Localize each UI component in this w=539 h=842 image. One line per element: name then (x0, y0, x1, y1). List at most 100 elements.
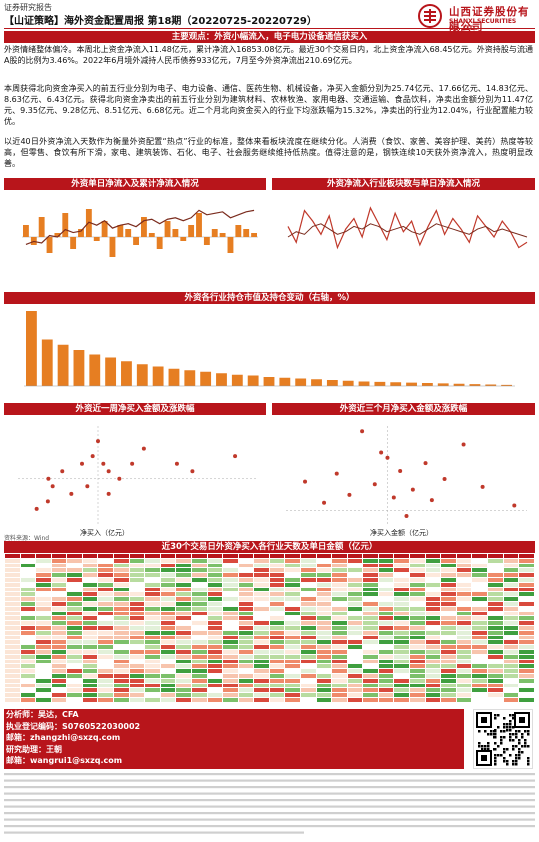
qr-module (515, 736, 518, 739)
quarter-chart-svg (286, 426, 527, 524)
heatmap-cell (471, 696, 488, 703)
flow-chart-title: 外资单日净流入及累计净流入情况 (4, 178, 266, 190)
flow-bar (117, 225, 124, 237)
qr-module (521, 751, 524, 754)
assistant-name: 研究助理：王朝 (6, 744, 62, 754)
heatmap-row (4, 586, 535, 593)
brand-name-en: SHANXI SECURITIES CO.,LTD. (449, 18, 517, 32)
holdings-bar (263, 377, 275, 386)
qr-module (493, 730, 496, 733)
week-chart-title: 外资近一周净买入金额及涨跌幅 (4, 403, 266, 415)
qr-module (524, 730, 527, 733)
flow-bar (38, 217, 45, 237)
heatmap-table (4, 553, 535, 703)
disclaimer-line (4, 799, 535, 802)
week-point (90, 454, 95, 459)
qr-module (494, 757, 497, 760)
holdings-bar (216, 373, 227, 386)
holdings-bar (501, 384, 512, 386)
qr-module (527, 760, 530, 763)
qr-module (497, 714, 500, 717)
analyst-license: 执业登记编码：S0760522030002 (6, 721, 141, 731)
quarter-point (347, 492, 352, 497)
heatmap-row (4, 620, 535, 626)
holdings-bar (437, 383, 449, 386)
analyst-name: 分析师：吴达，CFA (6, 710, 79, 719)
heatmap-title: 近30个交易日外资净买入各行业天数及单日金额（亿元） (4, 541, 535, 553)
qr-module (487, 733, 490, 736)
holdings-bar (121, 361, 132, 386)
source-note: 资料来源：Wind (4, 535, 50, 542)
doc-label: 证券研究报告 (4, 3, 52, 12)
qr-module (503, 748, 506, 751)
heatmap-cell (128, 696, 146, 703)
week-point (141, 446, 146, 451)
flow-bar (196, 213, 202, 237)
qr-module (512, 745, 515, 748)
heatmap-row (4, 596, 535, 602)
heatmap-row (4, 610, 535, 617)
qr-module (518, 751, 521, 754)
qr-module (509, 754, 512, 757)
qr-module (500, 754, 503, 757)
heatmap-cell (190, 696, 208, 703)
heatmap-row (4, 572, 535, 578)
holdings-bar (231, 374, 243, 386)
qr-module (509, 714, 512, 717)
disclaimer-line (4, 825, 535, 828)
heatmap-cell (440, 696, 457, 703)
qr-module (527, 733, 530, 736)
holdings-chart (4, 305, 535, 400)
holdings-bar (453, 383, 465, 386)
quarter-point (303, 479, 308, 484)
sector-chart-title: 外资净流入行业板块数与单日净流入情况 (272, 178, 535, 190)
main-view-title: 主要观点：外资小幅流入，电子电力设备通信获买入 (4, 31, 535, 43)
holdings-bar (311, 379, 322, 386)
qr-module (493, 748, 496, 751)
heatmap-cell (502, 696, 520, 703)
flow-bar (156, 237, 163, 249)
disclaimer-line (4, 812, 535, 815)
holdings-bar (57, 344, 69, 386)
holdings-bar (390, 382, 402, 386)
week-point (174, 461, 179, 466)
qr-module (500, 742, 503, 745)
qr-module (494, 754, 497, 757)
week-point (96, 439, 100, 444)
week-point (69, 491, 74, 496)
disclaimer-line (4, 773, 535, 776)
week-chart-svg (18, 426, 258, 524)
holdings-chart-svg (24, 311, 515, 387)
qr-module (512, 760, 515, 763)
qr-module (506, 726, 509, 729)
paragraph-1: 外资情绪整体偏冷。本周北上资金净流入11.48亿元，累计净流入16853.08亿… (4, 45, 533, 65)
header-divider (4, 28, 535, 29)
holdings-bar (26, 311, 37, 386)
heatmap (4, 553, 535, 705)
flow-bar (54, 233, 61, 237)
qr-module (509, 729, 512, 732)
disclaimer-line (4, 779, 535, 782)
quarter-point (404, 514, 409, 519)
qr-module (497, 745, 500, 748)
heatmap-row (4, 553, 535, 559)
flow-bar (101, 221, 108, 237)
qr-module (515, 754, 518, 757)
qr-module (521, 736, 524, 739)
sector-line-a (287, 206, 528, 250)
sector-chart-svg (287, 206, 528, 250)
quarter-x-label: 净买入金额（亿元） (370, 529, 433, 537)
qr-module (512, 717, 515, 720)
holdings-bar (184, 370, 196, 386)
analyst-email: 邮箱：zhangzhi@sxzq.com (6, 733, 121, 742)
brand-logo: 山西证券股份有限公司 SHANXI SECURITIES CO.,LTD. (415, 3, 533, 33)
flow-bar (172, 229, 179, 237)
holdings-bar (358, 381, 370, 386)
week-point (190, 469, 195, 474)
disclaimer (4, 772, 535, 841)
heatmap-cell (268, 696, 286, 703)
holdings-bar (168, 368, 180, 386)
flow-bar (133, 237, 139, 245)
week-point (117, 476, 122, 481)
analyst-box: 分析师：吴达，CFA 执业登记编码：S0760522030002 邮箱：zhan… (4, 709, 464, 769)
